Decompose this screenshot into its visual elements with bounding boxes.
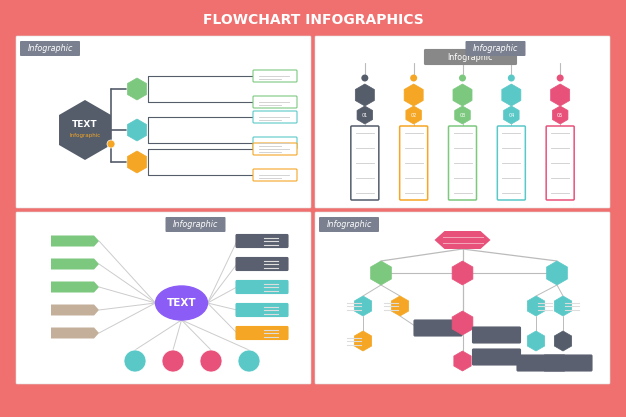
Text: Infographic: Infographic: [473, 44, 518, 53]
Text: Infographic: Infographic: [326, 220, 372, 229]
Polygon shape: [354, 331, 372, 351]
Polygon shape: [51, 304, 99, 316]
Text: Infographic: Infographic: [173, 220, 218, 229]
Text: Infographic: Infographic: [69, 133, 101, 138]
FancyBboxPatch shape: [253, 96, 297, 108]
FancyBboxPatch shape: [20, 41, 80, 56]
Circle shape: [361, 75, 368, 81]
FancyBboxPatch shape: [473, 327, 520, 343]
Polygon shape: [434, 231, 491, 249]
FancyBboxPatch shape: [236, 258, 288, 271]
Polygon shape: [51, 281, 99, 292]
FancyBboxPatch shape: [236, 304, 288, 317]
FancyBboxPatch shape: [236, 327, 288, 339]
Text: 01: 01: [362, 113, 368, 118]
Polygon shape: [546, 261, 567, 285]
Ellipse shape: [155, 286, 207, 320]
Text: 04: 04: [508, 113, 515, 118]
FancyBboxPatch shape: [236, 281, 288, 294]
Polygon shape: [555, 331, 572, 351]
Polygon shape: [51, 236, 99, 246]
FancyBboxPatch shape: [165, 217, 225, 232]
FancyBboxPatch shape: [466, 41, 525, 56]
Circle shape: [459, 75, 466, 81]
Circle shape: [162, 350, 184, 372]
FancyBboxPatch shape: [253, 143, 297, 155]
Polygon shape: [371, 261, 391, 285]
Polygon shape: [502, 84, 521, 106]
Polygon shape: [128, 119, 146, 141]
Polygon shape: [391, 296, 409, 316]
Text: FLOWCHART INFOGRAPHICS: FLOWCHART INFOGRAPHICS: [203, 13, 423, 27]
FancyBboxPatch shape: [517, 355, 565, 371]
Polygon shape: [59, 100, 111, 160]
Circle shape: [238, 350, 260, 372]
FancyBboxPatch shape: [473, 349, 520, 365]
Polygon shape: [552, 106, 568, 124]
Polygon shape: [354, 296, 372, 316]
Polygon shape: [527, 331, 545, 351]
Polygon shape: [527, 296, 545, 316]
FancyBboxPatch shape: [253, 169, 297, 181]
Text: 02: 02: [411, 113, 417, 118]
Polygon shape: [503, 106, 519, 124]
FancyBboxPatch shape: [16, 36, 311, 208]
FancyBboxPatch shape: [236, 234, 288, 248]
Text: Infographic: Infographic: [28, 44, 73, 53]
FancyBboxPatch shape: [351, 126, 379, 200]
FancyBboxPatch shape: [424, 50, 516, 65]
FancyBboxPatch shape: [315, 212, 610, 384]
Circle shape: [557, 75, 563, 81]
Polygon shape: [51, 259, 99, 269]
FancyBboxPatch shape: [253, 137, 297, 149]
Text: TEXT: TEXT: [72, 120, 98, 128]
FancyBboxPatch shape: [544, 355, 592, 371]
Circle shape: [107, 140, 115, 148]
Polygon shape: [452, 261, 473, 285]
Circle shape: [124, 350, 146, 372]
Polygon shape: [128, 151, 146, 173]
Polygon shape: [452, 311, 473, 335]
Polygon shape: [128, 78, 146, 100]
Text: Infographic: Infographic: [448, 53, 493, 61]
Polygon shape: [454, 106, 470, 124]
FancyBboxPatch shape: [448, 126, 476, 200]
FancyBboxPatch shape: [546, 126, 574, 200]
Circle shape: [410, 75, 417, 81]
FancyBboxPatch shape: [399, 126, 428, 200]
FancyBboxPatch shape: [16, 212, 311, 384]
Polygon shape: [356, 84, 374, 106]
FancyBboxPatch shape: [253, 70, 297, 82]
Polygon shape: [357, 106, 372, 124]
FancyBboxPatch shape: [414, 320, 462, 336]
Polygon shape: [551, 84, 570, 106]
Polygon shape: [555, 296, 572, 316]
Circle shape: [200, 350, 222, 372]
FancyBboxPatch shape: [253, 111, 297, 123]
Polygon shape: [454, 351, 471, 371]
Text: 03: 03: [459, 113, 466, 118]
Polygon shape: [51, 327, 99, 339]
Text: 05: 05: [557, 113, 563, 118]
FancyBboxPatch shape: [497, 126, 525, 200]
Polygon shape: [404, 84, 423, 106]
FancyBboxPatch shape: [315, 36, 610, 208]
Circle shape: [508, 75, 515, 81]
Text: TEXT: TEXT: [167, 298, 197, 308]
FancyBboxPatch shape: [319, 217, 379, 232]
Polygon shape: [453, 84, 472, 106]
Polygon shape: [406, 106, 421, 124]
